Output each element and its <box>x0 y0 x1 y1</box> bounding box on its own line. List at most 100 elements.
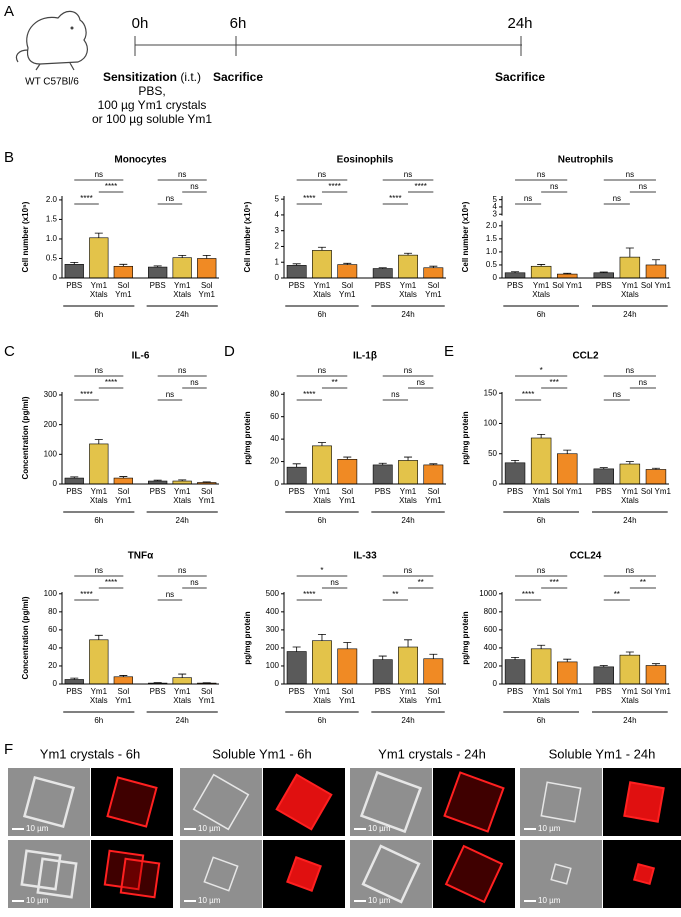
bar <box>64 477 84 485</box>
significance-label: ** <box>332 378 338 387</box>
x-tick-label: Ym1 Xtals <box>173 487 192 505</box>
error-bar <box>429 653 438 659</box>
y-tick-label: 400 <box>266 607 280 616</box>
x-tick-label: Sol Ym1 <box>425 687 442 705</box>
x-tick-label: Ym1 Xtals <box>173 281 192 299</box>
significance-label: ns <box>190 378 198 387</box>
y-tick-label: 40 <box>48 643 57 652</box>
group-label: 24h <box>623 516 636 525</box>
y-axis-label: Cell number (x10⁵) <box>243 201 252 272</box>
crystal-fluorescence <box>275 773 333 831</box>
error-bar <box>599 271 608 273</box>
error-bar <box>404 456 413 461</box>
x-tick-label: Ym1 Xtals <box>313 487 331 505</box>
x-tick-label: Sol Ym1 <box>115 687 132 705</box>
fluorescence-image <box>433 768 515 836</box>
significance-label: **** <box>303 194 315 203</box>
significance-label: ns <box>95 566 103 575</box>
error-bar <box>343 642 352 649</box>
y-tick-label: 0.5 <box>46 254 58 263</box>
bar <box>286 265 307 279</box>
category-label: Ym1 Xtals <box>313 487 331 505</box>
bar <box>148 266 168 279</box>
crystal-fluorescence <box>119 857 161 899</box>
category-label: PBS <box>66 281 82 290</box>
bar <box>619 256 641 279</box>
bar <box>312 445 332 485</box>
sacrifice: Sacrifice <box>213 70 263 84</box>
x-tick-label: PBS <box>595 687 612 696</box>
scale-bar-label: 10 µm <box>368 896 391 905</box>
error-bar <box>378 267 387 269</box>
category-label: Ym1 Xtals <box>399 687 417 705</box>
bar <box>530 265 552 279</box>
error-bar <box>292 263 301 266</box>
category-label: Sol Ym1 <box>115 281 131 299</box>
y-axis-label: Concentration (pg/ml) <box>21 396 30 479</box>
y-tick-label: 0 <box>275 273 280 282</box>
y-tick-label: 1.5 <box>46 215 58 224</box>
y-axis-label: Cell number (x10⁶) <box>461 201 470 272</box>
error-bar <box>537 644 546 649</box>
y-tick-label: 3 <box>493 209 498 218</box>
error-bar <box>404 252 413 256</box>
panel-label: D <box>224 343 235 360</box>
category-label: Sol Ym1 <box>552 281 583 290</box>
bar <box>530 437 552 485</box>
fluorescence-image <box>91 768 173 836</box>
y-tick-label: 1.0 <box>486 247 498 256</box>
group-label: 6h <box>94 310 103 319</box>
y-axis-label: pg/mg protein <box>461 611 470 664</box>
error-bar <box>94 232 103 238</box>
category-label: Ym1 Xtals <box>621 281 639 299</box>
significance-label: **** <box>105 378 117 387</box>
category-label: Sol Ym1 <box>115 687 132 705</box>
significance-label: ns <box>416 378 424 387</box>
x-tick-label: Sol Ym1 <box>552 487 583 496</box>
x-tick-label: Ym1 Xtals <box>532 487 551 505</box>
scale-bar-label: 10 µm <box>26 896 49 905</box>
image-title: Ym1 crystals - 24h <box>378 746 486 761</box>
error-bar <box>94 439 103 444</box>
significance-label: **** <box>328 182 340 191</box>
y-tick-label: 20 <box>48 661 57 670</box>
category-label: PBS <box>507 687 523 696</box>
bar <box>557 273 578 279</box>
error-bar <box>511 271 520 273</box>
sensitization-label: Sensitization <box>103 70 177 84</box>
y-tick-label: 80 <box>48 607 57 616</box>
crystal-outline <box>192 773 250 831</box>
significance-label: ns <box>550 182 558 191</box>
x-tick-label: Sol Ym1 <box>198 281 215 299</box>
chart-title: Neutrophils <box>558 155 614 166</box>
error-bar <box>202 254 211 259</box>
x-tick-label: Ym1 Xtals <box>620 687 639 705</box>
x-tick-label: PBS <box>374 281 391 290</box>
y-tick-label: 200 <box>484 661 498 670</box>
bar <box>286 651 307 685</box>
category-label: Sol Ym1 <box>425 687 442 705</box>
x-tick-label: PBS <box>66 487 83 496</box>
x-tick-label: Ym1 Xtals <box>89 487 108 505</box>
image-title: Ym1 crystals - 6h <box>40 746 140 761</box>
category-label: PBS <box>374 281 391 290</box>
y-tick-label: 20 <box>270 457 279 466</box>
crystal-fluorescence <box>632 862 656 886</box>
bar <box>530 648 552 685</box>
category-label: Ym1 Xtals <box>173 281 192 299</box>
error-bar <box>317 246 326 251</box>
y-tick-label: 300 <box>44 390 58 399</box>
significance-label: **** <box>105 578 117 587</box>
chart-title: IL-1β <box>353 351 377 362</box>
bar <box>645 264 667 279</box>
category-label: Sol Ym1 <box>641 687 671 696</box>
significance-label: ns <box>537 170 545 179</box>
bar <box>423 464 444 485</box>
bar <box>89 237 109 279</box>
x-tick-label: PBS <box>288 281 305 290</box>
significance-label: ns <box>178 170 186 179</box>
error-bar <box>292 463 301 468</box>
x-tick-label: Sol Ym1 <box>552 281 583 290</box>
mouse-drawing <box>15 10 88 71</box>
y-tick-label: 40 <box>270 434 279 443</box>
